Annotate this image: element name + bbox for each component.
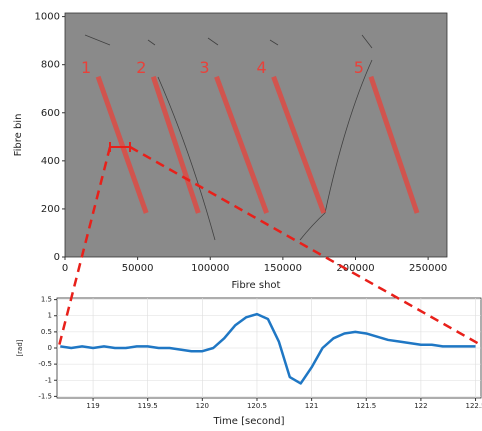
y-tick-label: 400 — [41, 156, 60, 167]
x-tick-label: 122 — [414, 402, 427, 410]
x-tick-label: 50000 — [122, 263, 154, 274]
x-axis-label: Time [second] — [212, 416, 284, 427]
y-tick-label: -0.5 — [38, 360, 52, 368]
y-tick-label: 600 — [41, 108, 60, 119]
data-line — [214, 75, 269, 214]
x-tick-label: 121.5 — [356, 402, 376, 410]
y-tick-label: 1 — [48, 312, 52, 320]
x-tick-label: 121 — [305, 402, 318, 410]
y-axis-label: [rad] — [16, 339, 24, 356]
x-tick-label: 250000 — [409, 263, 447, 274]
line-label: 4 — [256, 58, 266, 77]
x-tick-label: 120 — [196, 402, 209, 410]
y-tick-label: -1.5 — [38, 392, 52, 400]
data-line — [150, 75, 201, 214]
y-tick-label: 0 — [54, 252, 60, 263]
data-line — [368, 75, 420, 214]
x-tick-label: 200000 — [336, 263, 374, 274]
zoom-lines — [56, 145, 482, 351]
x-tick-label: 119.5 — [138, 402, 158, 410]
x-tick-label: 119 — [86, 402, 99, 410]
data-line — [95, 75, 149, 214]
y-axis-label: Fibre bin — [13, 114, 24, 157]
x-tick-label: 150000 — [264, 263, 302, 274]
y-tick-label: 200 — [41, 204, 60, 215]
y-tick-label: 1.5 — [41, 296, 52, 304]
plot-frame — [64, 12, 448, 258]
x-tick-label: 100000 — [191, 263, 229, 274]
x-tick-label: 0 — [62, 263, 68, 274]
y-tick-label: 800 — [41, 60, 60, 71]
y-tick-label: -1 — [45, 376, 52, 384]
seismic-image — [65, 13, 447, 257]
y-tick-label: 0 — [48, 344, 52, 352]
y-tick-label: 0.5 — [41, 328, 52, 336]
x-tick-label: 120.5 — [247, 402, 267, 410]
x-axis-label: Fibre shot — [232, 280, 281, 291]
data-line — [271, 75, 327, 214]
y-tick-label: 1000 — [35, 12, 60, 23]
data-line — [60, 312, 476, 385]
line-label: 1 — [81, 58, 91, 77]
line-label: 3 — [199, 58, 209, 77]
image-traces — [84, 34, 373, 241]
line-label: 5 — [354, 58, 364, 77]
line-label: 2 — [136, 58, 146, 77]
x-tick-label: 122.5 — [466, 402, 482, 410]
